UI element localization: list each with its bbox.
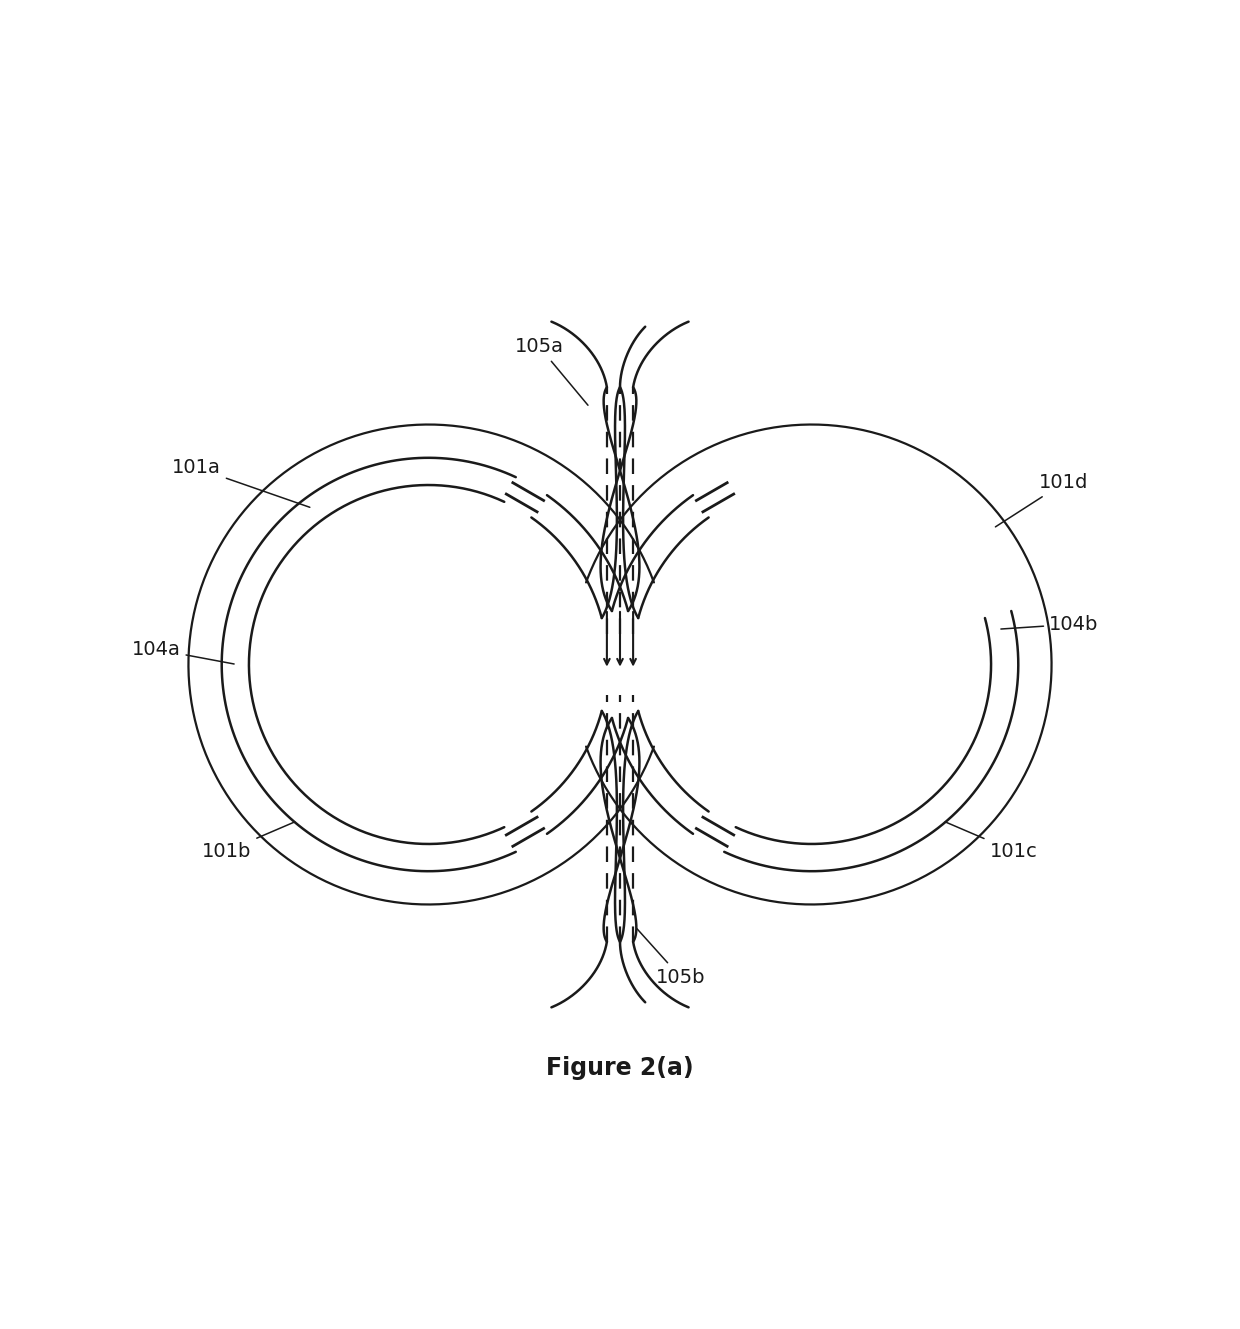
Text: 105a: 105a [515,338,588,405]
Text: 101d: 101d [996,473,1089,526]
Text: 105b: 105b [637,929,706,986]
Text: 101c: 101c [945,821,1037,861]
Text: 101a: 101a [172,459,310,508]
Text: 104a: 104a [131,639,234,664]
Text: Figure 2(a): Figure 2(a) [546,1055,694,1080]
Text: 101b: 101b [202,821,295,861]
Text: 104b: 104b [1001,615,1099,634]
